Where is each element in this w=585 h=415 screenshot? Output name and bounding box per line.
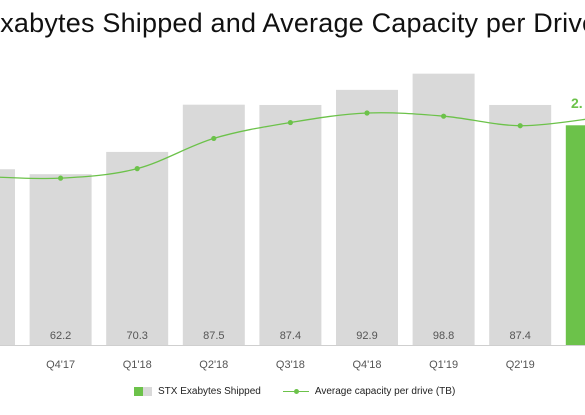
x-tick-label: Q1'19 — [429, 359, 458, 371]
bar — [0, 169, 15, 345]
capacity-point — [441, 113, 447, 119]
legend-line-label: Average capacity per drive (TB) — [314, 386, 456, 397]
bar-value-label: 87.5 — [203, 330, 224, 342]
bar — [259, 104, 322, 345]
bar-value-label: 92.9 — [356, 330, 377, 342]
legend-bars-label: STX Exabytes Shipped — [158, 386, 261, 397]
bar-value-label: 87.4 — [280, 330, 301, 342]
bar-value-label: 87.4 — [509, 330, 530, 342]
capacity-point — [58, 175, 64, 181]
legend-bar-swatch — [134, 387, 152, 396]
line-value-label: 2. — [571, 95, 583, 111]
x-tick-label: Q2'19 — [506, 359, 535, 371]
bar — [106, 151, 169, 345]
capacity-point — [364, 110, 370, 116]
bar — [182, 104, 245, 346]
legend-item-line: Average capacity per drive (TB) — [282, 386, 456, 397]
chart-title: Exabytes Shipped and Average Capacity pe… — [0, 8, 585, 38]
bar — [336, 89, 398, 345]
bar — [565, 125, 585, 345]
x-tick-label: Q2'18 — [199, 359, 228, 371]
bar — [489, 104, 552, 345]
bar-value-label: 70.3 — [126, 330, 147, 342]
x-tick-label: Q3'18 — [276, 359, 305, 371]
x-tick-label: Q4'18 — [352, 359, 381, 371]
legend-line-swatch — [282, 387, 309, 396]
chart-legend: STX Exabytes Shipped Average capacity pe… — [134, 386, 477, 397]
bar — [29, 174, 92, 345]
bar-value-label: 98.8 — [433, 330, 454, 342]
capacity-point — [517, 123, 523, 129]
capacity-point — [134, 166, 140, 172]
legend-item-bars: STX Exabytes Shipped — [134, 386, 261, 397]
x-tick-label: Q4'17 — [46, 359, 75, 371]
capacity-point — [211, 135, 217, 142]
x-tick-label: Q1'18 — [123, 359, 152, 371]
bar-value-label: 62.2 — [50, 330, 71, 342]
capacity-point — [287, 119, 293, 126]
